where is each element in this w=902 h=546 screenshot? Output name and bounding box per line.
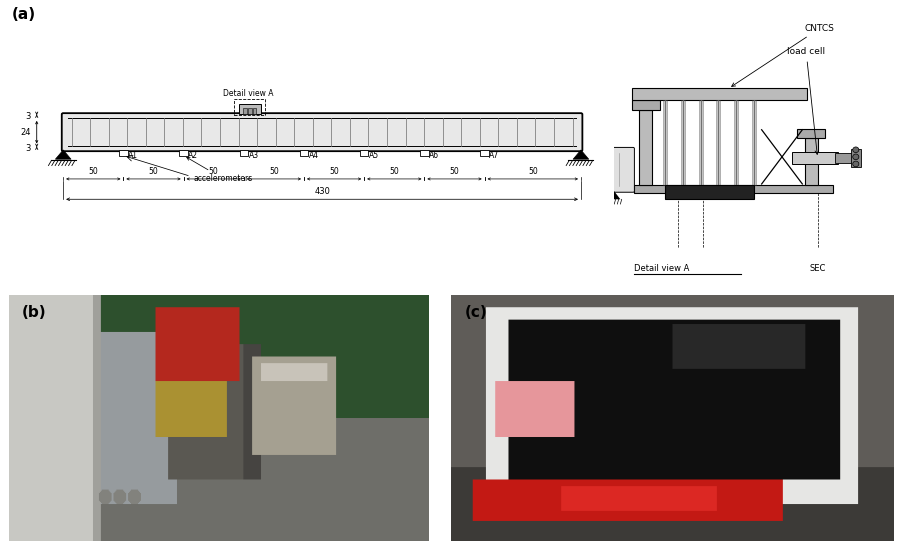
Text: A6: A6 [428, 151, 439, 160]
Polygon shape [55, 150, 71, 159]
Bar [751, 100, 755, 185]
Text: 3: 3 [25, 144, 31, 153]
Bar [248, 108, 252, 114]
Text: accelerometers: accelerometers [187, 157, 253, 183]
Bar [631, 100, 659, 110]
Circle shape [851, 147, 858, 153]
Polygon shape [573, 150, 588, 159]
Bar [733, 100, 738, 185]
Text: 50: 50 [149, 167, 158, 176]
FancyBboxPatch shape [593, 147, 634, 192]
Bar [834, 153, 852, 163]
Bar [360, 150, 368, 156]
Bar [119, 150, 127, 156]
Text: A1: A1 [128, 151, 138, 160]
Text: 50: 50 [208, 167, 218, 176]
Text: A2: A2 [189, 151, 198, 160]
Text: SEC: SEC [808, 264, 825, 273]
Bar [791, 152, 837, 164]
Text: 50: 50 [389, 167, 399, 176]
Text: (b): (b) [22, 305, 46, 319]
Bar [299, 150, 308, 156]
Text: A4: A4 [308, 151, 318, 160]
Text: A7: A7 [489, 151, 499, 160]
Bar [698, 100, 702, 185]
Bar [639, 110, 651, 185]
Polygon shape [607, 191, 620, 199]
Bar [850, 149, 860, 168]
Bar [239, 104, 261, 114]
Bar [715, 100, 720, 185]
Bar [419, 150, 428, 156]
Circle shape [851, 161, 858, 167]
FancyBboxPatch shape [61, 113, 582, 151]
Bar [243, 108, 246, 114]
Text: 430: 430 [314, 187, 329, 196]
Bar [796, 128, 824, 138]
Text: 50: 50 [528, 167, 537, 176]
Text: A3: A3 [248, 151, 259, 160]
Text: 3: 3 [25, 111, 31, 121]
Circle shape [851, 154, 858, 159]
Text: 50: 50 [329, 167, 338, 176]
Bar [634, 185, 832, 193]
Text: Detail view A: Detail view A [634, 264, 689, 273]
Bar [631, 88, 806, 100]
Text: (a): (a) [12, 7, 35, 22]
Bar [179, 150, 188, 156]
Text: Detail view A: Detail view A [223, 89, 273, 98]
Text: 24: 24 [20, 128, 31, 136]
Text: 50: 50 [449, 167, 459, 176]
Text: 50: 50 [88, 167, 98, 176]
Text: 50: 50 [269, 167, 279, 176]
Bar [480, 150, 488, 156]
Bar [253, 108, 256, 114]
Bar [662, 100, 667, 185]
Bar [239, 150, 248, 156]
Bar [664, 185, 753, 199]
Text: CNTCS: CNTCS [731, 24, 833, 86]
Text: load cell: load cell [787, 48, 824, 155]
Text: (c): (c) [465, 305, 487, 319]
Bar [680, 100, 684, 185]
Bar [804, 138, 816, 185]
Text: A5: A5 [369, 151, 379, 160]
